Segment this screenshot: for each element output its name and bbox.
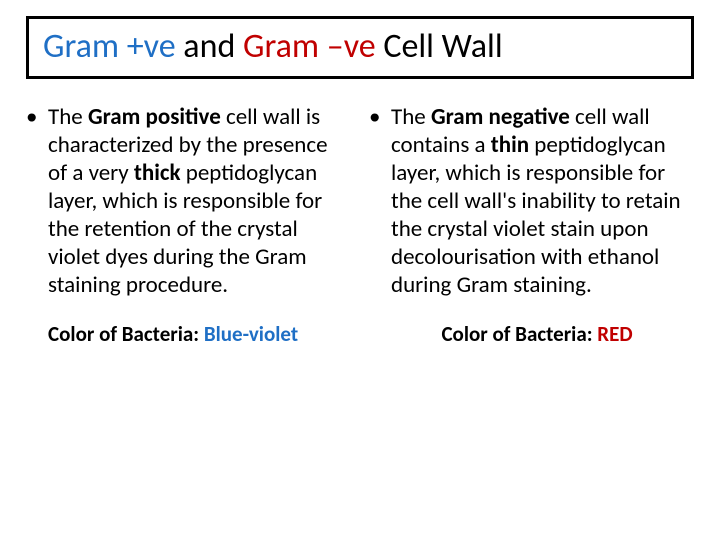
right-bullet-item: • The Gram negative cell wall contains a… bbox=[369, 103, 694, 299]
bullet-dot-icon: • bbox=[369, 103, 391, 131]
text-segment: The bbox=[391, 103, 431, 131]
text-bold: Gram positive bbox=[88, 103, 221, 131]
footer-right-value: RED bbox=[597, 321, 632, 347]
left-column: • The Gram positive cell wall is charact… bbox=[26, 103, 351, 299]
footer-left-value: Blue-violet bbox=[204, 321, 298, 347]
bullet-dot-icon: • bbox=[26, 103, 48, 131]
right-body-text: The Gram negative cell wall contains a t… bbox=[391, 103, 694, 299]
title-tail: Cell Wall bbox=[376, 26, 503, 67]
left-bullet-item: • The Gram positive cell wall is charact… bbox=[26, 103, 351, 299]
text-bold: thin bbox=[491, 131, 529, 159]
slide-title: Gram +ve and Gram –ve Cell Wall bbox=[43, 27, 677, 66]
left-body-text: The Gram positive cell wall is character… bbox=[48, 103, 351, 299]
footer-left-label: Color of Bacteria: bbox=[48, 321, 204, 347]
text-bold: thick bbox=[134, 159, 181, 187]
title-box: Gram +ve and Gram –ve Cell Wall bbox=[26, 16, 694, 79]
content-columns: • The Gram positive cell wall is charact… bbox=[26, 103, 694, 299]
footer-row: Color of Bacteria: Blue-violet Color of … bbox=[26, 321, 694, 347]
text-bold: Gram negative bbox=[431, 103, 570, 131]
footer-left: Color of Bacteria: Blue-violet bbox=[26, 321, 362, 347]
right-column: • The Gram negative cell wall contains a… bbox=[369, 103, 694, 299]
text-segment: The bbox=[48, 103, 88, 131]
title-positive: Gram +ve bbox=[43, 26, 176, 67]
footer-right-label: Color of Bacteria: bbox=[441, 321, 597, 347]
footer-right: Color of Bacteria: RED bbox=[380, 321, 694, 347]
title-conj: and bbox=[176, 26, 243, 67]
title-negative: Gram –ve bbox=[243, 26, 376, 67]
